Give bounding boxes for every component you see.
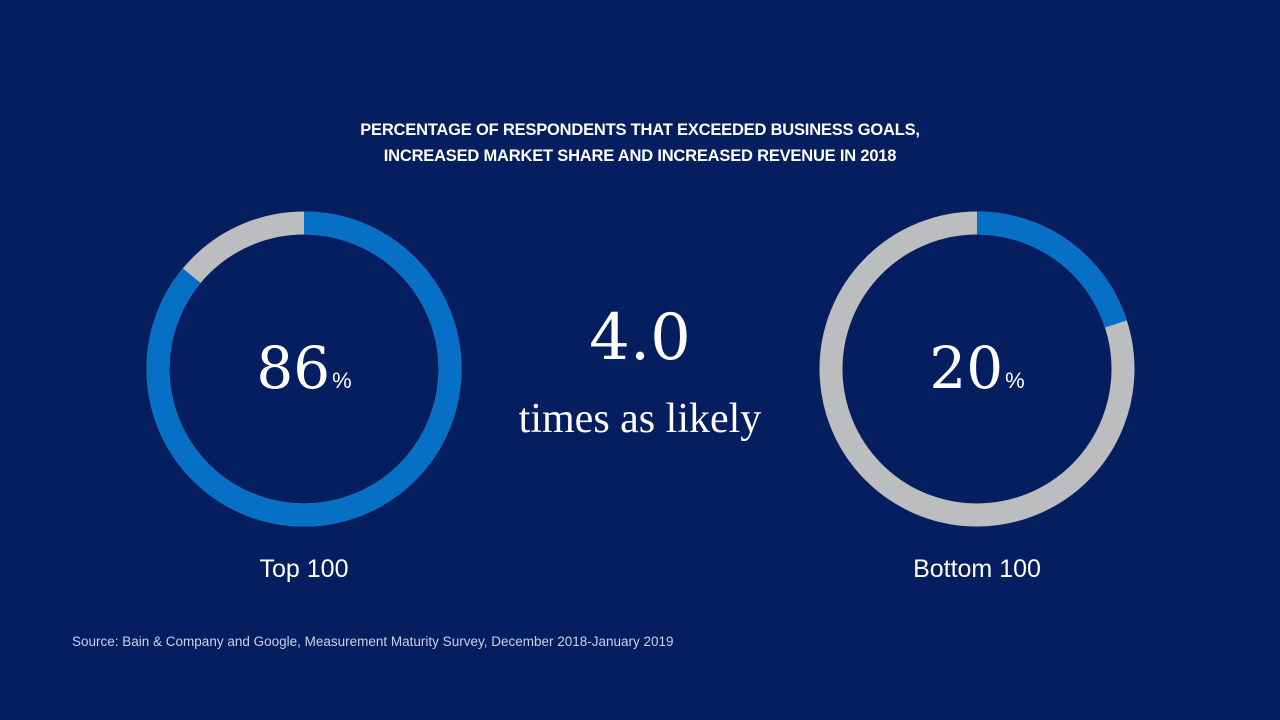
donut-bottom-100-slice [819,211,1135,527]
donut-top-100-slice [146,211,462,527]
chart-title: PERCENTAGE OF RESPONDENTS THAT EXCEEDED … [240,117,1040,169]
donut-bottom-100-label: Bottom 100 [913,555,1041,583]
donut-top-100-value-unit: % [332,368,352,393]
donut-top-100-label: Top 100 [259,555,349,583]
source-note: Source: Bain & Company and Google, Measu… [72,634,674,649]
donut-bottom-100-value-unit: % [1005,368,1025,393]
donut-bottom-100-value-number: 20 [929,334,1004,402]
comparison-value: 4.0 [589,301,691,375]
chart-title-line-1: PERCENTAGE OF RESPONDENTS THAT EXCEEDED … [360,121,920,139]
donut-top-100 [146,211,462,527]
donut-top-100-value: 86% [154,334,454,402]
comparison-caption: times as likely [518,396,762,442]
donut-top-100-value-number: 86 [256,334,331,402]
donut-bottom-100 [819,211,1135,527]
chart-title-line-2: INCREASED MARKET SHARE AND INCREASED REV… [383,147,897,165]
donut-bottom-100-value: 20% [827,334,1127,402]
